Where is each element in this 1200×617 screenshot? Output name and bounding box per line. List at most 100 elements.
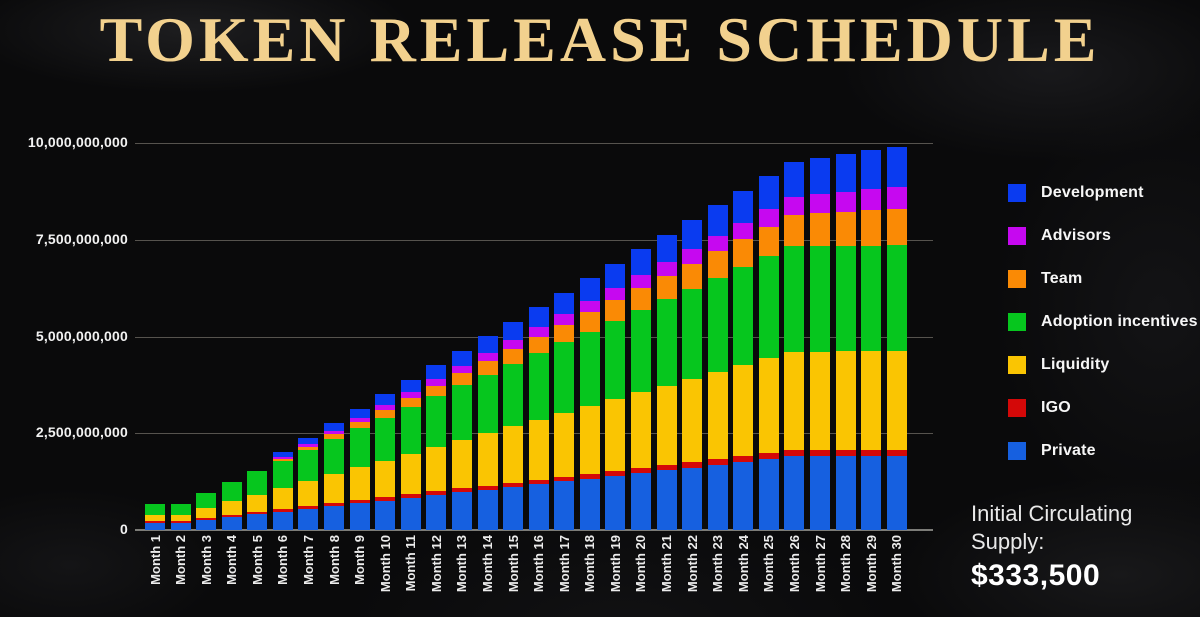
x-tick-label: Month 27 [812,535,828,593]
segment-development [605,263,626,288]
segment-liquidity [758,358,779,454]
legend-label-igo: IGO [1041,399,1071,416]
segment-adoption [528,353,549,420]
x-tick-label: Month 18 [582,535,598,593]
x-tick-month-3: Month 3 [196,535,216,613]
bar-month-28 [835,143,856,530]
bar-month-7 [298,143,319,530]
segment-liquidity [835,351,856,451]
x-tick-label: Month 11 [403,535,419,592]
segment-team [861,210,882,246]
x-tick-label: Month 20 [633,535,649,593]
segment-private [170,522,191,530]
segment-development [349,408,370,419]
segment-advisors [503,339,524,349]
segment-development [656,234,677,262]
segment-team [758,226,779,257]
segment-advisors [528,326,549,337]
segment-development [298,437,319,445]
segment-private [196,519,217,530]
segment-igo [835,450,856,457]
legend-swatch-igo [1008,399,1026,417]
segment-team [298,446,319,450]
segment-team [630,287,651,311]
segment-private [605,475,626,530]
legend-swatch-development [1008,184,1026,202]
segment-igo [605,470,626,476]
x-tick-label: Month 9 [352,535,368,585]
x-tick-month-30: Month 30 [887,535,907,613]
x-tick-month-5: Month 5 [247,535,267,613]
segment-private [656,470,677,530]
segment-team [477,361,498,375]
segment-liquidity [707,372,728,460]
legend-swatch-adoption [1008,313,1026,331]
segment-team [400,397,421,407]
segment-liquidity [503,426,524,483]
segment-private [758,459,779,530]
segment-development [733,191,754,223]
legend-swatch-liquidity [1008,356,1026,374]
segment-liquidity [247,494,268,512]
x-tick-month-1: Month 1 [145,535,165,613]
x-tick-month-4: Month 4 [222,535,242,613]
segment-private [630,473,651,530]
segment-private [349,503,370,530]
bar-month-29 [861,143,882,530]
x-tick-label: Month 17 [556,535,572,593]
segment-team [886,208,907,246]
segment-private [145,522,165,530]
legend-swatch-advisors [1008,227,1026,245]
legend-item-private: Private [1008,442,1198,460]
segment-development [886,146,907,187]
segment-liquidity [221,501,242,515]
segment-team [272,458,293,461]
x-tick-label: Month 15 [505,535,521,593]
segment-igo [861,449,882,457]
bar-month-4 [221,143,242,530]
segment-igo [272,509,293,512]
segment-liquidity [272,487,293,509]
segment-liquidity [349,467,370,501]
segment-igo [784,450,805,457]
segment-advisors [375,405,396,410]
segment-igo [630,467,651,473]
segment-igo [733,456,754,462]
segment-igo [528,479,549,485]
x-tick-label: Month 14 [480,535,496,593]
segment-private [886,456,907,530]
segment-private [810,456,831,530]
segment-team [375,409,396,418]
segment-liquidity [477,433,498,486]
segment-adoption [758,256,779,359]
bar-month-10 [375,143,396,530]
segment-adoption [605,320,626,400]
segment-advisors [682,248,703,264]
legend-swatch-private [1008,442,1026,460]
segment-advisors [451,366,472,374]
segment-liquidity [733,365,754,457]
x-tick-label: Month 24 [735,535,751,593]
segment-igo [451,488,472,493]
segment-private [554,481,575,530]
x-tick-month-24: Month 24 [733,535,753,613]
segment-igo [375,497,396,501]
bar-month-3 [196,143,217,530]
x-tick-label: Month 30 [889,535,905,593]
bar-month-13 [451,143,472,530]
segment-adoption [196,492,217,509]
segment-adoption [886,245,907,352]
bar-month-22 [682,143,703,530]
segment-team [349,422,370,429]
x-tick-month-17: Month 17 [554,535,574,613]
segment-development [528,307,549,327]
segment-adoption [324,439,345,475]
x-tick-label: Month 16 [531,535,547,593]
segment-team [503,348,524,364]
segment-advisors [349,418,370,423]
segment-liquidity [630,392,651,468]
segment-advisors [758,209,779,227]
legend-item-igo: IGO [1008,399,1198,417]
segment-igo [400,494,421,498]
y-tick-label: 10,000,000,000 [27,134,128,150]
